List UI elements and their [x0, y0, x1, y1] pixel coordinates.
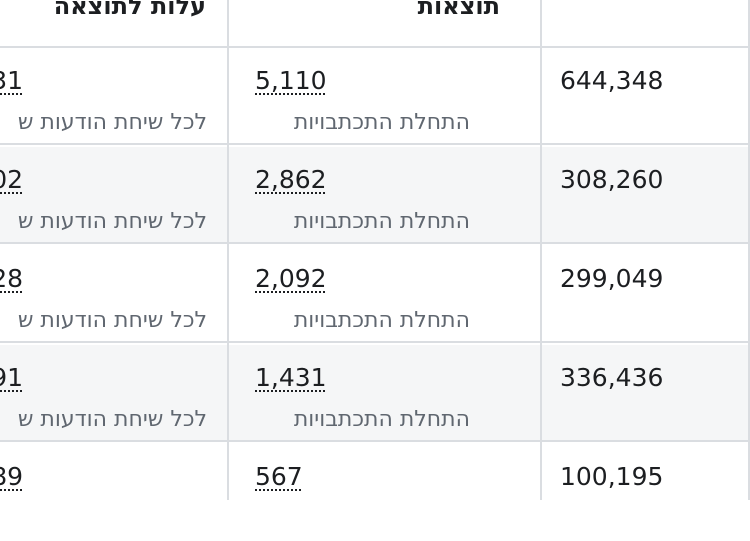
cost-per-result-value[interactable]: 89: [0, 462, 23, 491]
results-value[interactable]: 2,862: [255, 165, 327, 194]
reach-value: 100,195: [560, 462, 664, 491]
cost-per-result-cell: 02 לכל שיחת הודעות ש: [0, 147, 227, 244]
table-row: 02 לכל שיחת הודעות ש 2,862 התחלת התכתבוי…: [0, 147, 750, 244]
row-divider: [0, 143, 750, 145]
chevron-down-icon[interactable]: [560, 0, 580, 6]
results-caption: התחלת התכתבויות: [293, 308, 470, 333]
row-divider: [0, 341, 750, 343]
cost-per-result-cell: 31 לכל שיחת הודעות ש: [0, 48, 227, 145]
cost-per-result-cell: 91 לכל שיחת הודעות ש: [0, 345, 227, 442]
cost-per-result-value[interactable]: 31: [0, 66, 23, 95]
reach-cell: 336,436: [542, 345, 748, 442]
cost-per-result-caption: לכל שיחת הודעות ש: [17, 308, 207, 333]
results-caption: התחלת התכתבויות: [293, 407, 470, 432]
results-value[interactable]: 2,092: [255, 264, 327, 293]
reach-cell: 644,348: [542, 48, 748, 145]
cost-per-result-value[interactable]: 91: [0, 363, 23, 392]
reach-value: 299,049: [560, 264, 664, 293]
table-row: 28 לכל שיחת הודעות ש 2,092 התחלת התכתבוי…: [0, 246, 750, 343]
results-cell: 1,431 התחלת התכתבויות: [229, 345, 540, 442]
cost-per-result-caption: לכל שיחת הודעות ש: [17, 110, 207, 135]
cost-per-result-value[interactable]: 28: [0, 264, 23, 293]
reach-cell: 100,195: [542, 444, 748, 541]
cost-per-result-caption: לכל שיחת הודעות ש: [17, 209, 207, 234]
reach-value: 308,260: [560, 165, 664, 194]
results-caption: התחלת התכתבויות: [293, 110, 470, 135]
column-divider: [227, 0, 229, 500]
table-row: 91 לכל שיחת הודעות ש 1,431 התחלת התכתבוי…: [0, 345, 750, 442]
results-value[interactable]: 567: [255, 462, 303, 491]
results-caption: התחלת התכתבויות: [293, 209, 470, 234]
results-cell: 2,092 התחלת התכתבויות: [229, 246, 540, 343]
reach-cell: 299,049: [542, 246, 748, 343]
results-value[interactable]: 1,431: [255, 363, 327, 392]
reach-value: 336,436: [560, 363, 664, 392]
table-row: 31 לכל שיחת הודעות ש 5,110 התחלת התכתבוי…: [0, 48, 750, 145]
row-divider: [0, 440, 750, 442]
reach-cell: 308,260: [542, 147, 748, 244]
cost-per-result-caption: לכל שיחת הודעות ש: [17, 407, 207, 432]
cost-per-result-cell: 89: [0, 444, 227, 541]
column-header-results[interactable]: תוצאות: [417, 0, 500, 20]
column-divider: [540, 0, 542, 500]
results-value[interactable]: 5,110: [255, 66, 327, 95]
cost-per-result-cell: 28 לכל שיחת הודעות ש: [0, 246, 227, 343]
results-cell: 567: [229, 444, 540, 541]
column-header-cost-per-result[interactable]: עלות לתוצאה: [53, 0, 206, 20]
row-divider: [0, 242, 750, 244]
chevron-down-icon[interactable]: [230, 0, 250, 6]
results-cell: 5,110 התחלת התכתבויות: [229, 48, 540, 145]
column-divider: [748, 0, 750, 500]
cost-per-result-value[interactable]: 02: [0, 165, 23, 194]
table-row: 89 567 100,195: [0, 444, 750, 541]
results-cell: 2,862 התחלת התכתבויות: [229, 147, 540, 244]
table-header: עלות לתוצאה תוצאות: [0, 0, 750, 46]
reach-value: 644,348: [560, 66, 664, 95]
header-divider: [0, 46, 750, 48]
